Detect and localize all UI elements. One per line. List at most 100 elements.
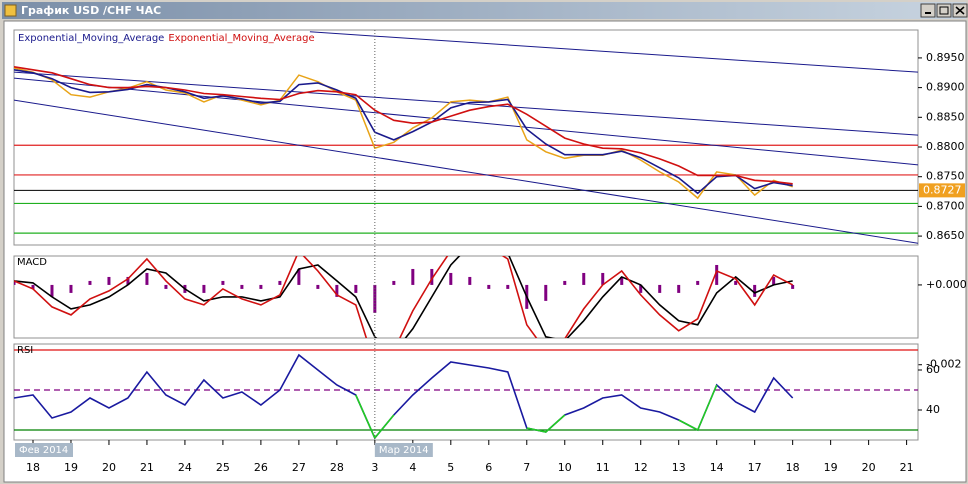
- histogram-bar: [620, 276, 624, 285]
- period-label: Мар 2014: [379, 445, 429, 456]
- y-tick-label: 0.8900: [926, 81, 965, 94]
- panel-frame: [13, 29, 919, 246]
- x-tick-label: 18: [786, 461, 800, 474]
- histogram-bar: [753, 284, 757, 297]
- series-low-segment: [678, 384, 718, 432]
- period-tag: [374, 443, 433, 457]
- x-tick-label: 28: [330, 461, 344, 474]
- histogram-bar: [772, 276, 776, 285]
- x-tick-label: 14: [710, 461, 724, 474]
- x-tick-label: 21: [900, 461, 914, 474]
- window-icon: [4, 4, 17, 17]
- histogram-bar: [14, 280, 16, 285]
- histogram-bar: [145, 272, 149, 285]
- x-tick-label: 13: [672, 461, 686, 474]
- x-tick-label: 25: [216, 461, 230, 474]
- histogram-bar: [487, 284, 491, 289]
- histogram-bar: [164, 284, 168, 289]
- panel-plot: [14, 256, 795, 338]
- histogram-bar: [31, 284, 35, 289]
- histogram-bar: [734, 280, 738, 285]
- x-tick-label: 20: [862, 461, 876, 474]
- period-label: Фев 2014: [19, 445, 68, 456]
- x-tick-label: 24: [178, 461, 192, 474]
- histogram-bar: [715, 264, 719, 285]
- x-tick-label: 4: [409, 461, 416, 474]
- window-buttons[interactable]: [920, 3, 968, 18]
- x-tick-label: 10: [558, 461, 572, 474]
- histogram-bar: [639, 284, 643, 293]
- last-price-tag: [919, 183, 965, 198]
- histogram-bar: [202, 284, 206, 293]
- panel-title: RSI: [17, 345, 33, 356]
- histogram-bar: [354, 284, 358, 293]
- y-tick-label: 40: [926, 403, 940, 416]
- panel-plot: [14, 31, 918, 244]
- histogram-bar: [449, 272, 453, 285]
- x-tick-label: 19: [64, 461, 78, 474]
- panel-frame: [13, 343, 919, 441]
- series-line: [14, 256, 793, 338]
- histogram-bar: [582, 272, 586, 285]
- last-price-label: 0.8727: [923, 183, 962, 196]
- histogram-bar: [221, 280, 225, 285]
- window-title: График USD /CHF ЧАС: [21, 4, 161, 17]
- histogram-bar: [791, 284, 795, 289]
- close-glyph: [955, 6, 965, 15]
- series-line: [14, 256, 794, 338]
- histogram-bar: [468, 276, 472, 285]
- histogram-bar: [107, 276, 111, 285]
- y-tick-label: 60: [926, 363, 940, 376]
- histogram-bar: [240, 284, 244, 289]
- y-tick-label: 0.8850: [926, 110, 965, 123]
- x-tick-label: 20: [102, 461, 116, 474]
- histogram-bar: [658, 284, 662, 293]
- series-low-segment: [526, 414, 566, 433]
- histogram-bar: [506, 284, 510, 289]
- histogram-bar: [335, 284, 339, 297]
- x-tick-label: 7: [523, 461, 530, 474]
- y-tick-label: 0.8650: [926, 229, 965, 242]
- histogram-bar: [373, 284, 377, 313]
- histogram-bar: [601, 272, 605, 285]
- y-tick-label: 0.8800: [926, 140, 965, 153]
- title-bar: [2, 2, 966, 19]
- panel-title: MACD: [17, 257, 47, 268]
- histogram-bar: [88, 280, 92, 285]
- y-tick-label: -0.002: [926, 358, 961, 371]
- x-tick-label: 27: [292, 461, 306, 474]
- panel-plot: [14, 349, 918, 440]
- histogram-bar: [50, 284, 54, 297]
- legend-entry: Exponential_Moving_Average: [18, 33, 164, 44]
- histogram-bar: [544, 284, 548, 301]
- minimize-button[interactable]: [920, 3, 936, 18]
- histogram-bar: [316, 284, 320, 289]
- x-tick-label: 6: [485, 461, 492, 474]
- trend-line: [14, 77, 918, 166]
- panel-frame: [13, 255, 919, 339]
- maximize-button[interactable]: [936, 3, 952, 18]
- period-tag: [15, 443, 73, 457]
- histogram-bar: [392, 280, 396, 285]
- histogram-bar: [677, 284, 681, 293]
- histogram-bar: [297, 268, 301, 285]
- y-tick-label: 0.8950: [926, 51, 965, 64]
- histogram-bar: [259, 284, 263, 289]
- series-line: [14, 69, 793, 195]
- x-tick-label: 5: [447, 461, 454, 474]
- histogram-bar: [411, 268, 415, 285]
- x-tick-label: 11: [596, 461, 610, 474]
- maximize-glyph: [939, 6, 949, 15]
- y-tick-label: 0.8700: [926, 199, 965, 212]
- x-tick-label: 21: [140, 461, 154, 474]
- x-tick-label: 17: [748, 461, 762, 474]
- x-tick-label: 12: [634, 461, 648, 474]
- histogram-bar: [69, 284, 73, 293]
- x-tick-label: 3: [371, 461, 378, 474]
- histogram-bar: [126, 276, 130, 285]
- x-tick-label: 18: [26, 461, 40, 474]
- series-line: [14, 353, 794, 440]
- x-tick-label: 19: [824, 461, 838, 474]
- histogram-bar: [563, 280, 567, 285]
